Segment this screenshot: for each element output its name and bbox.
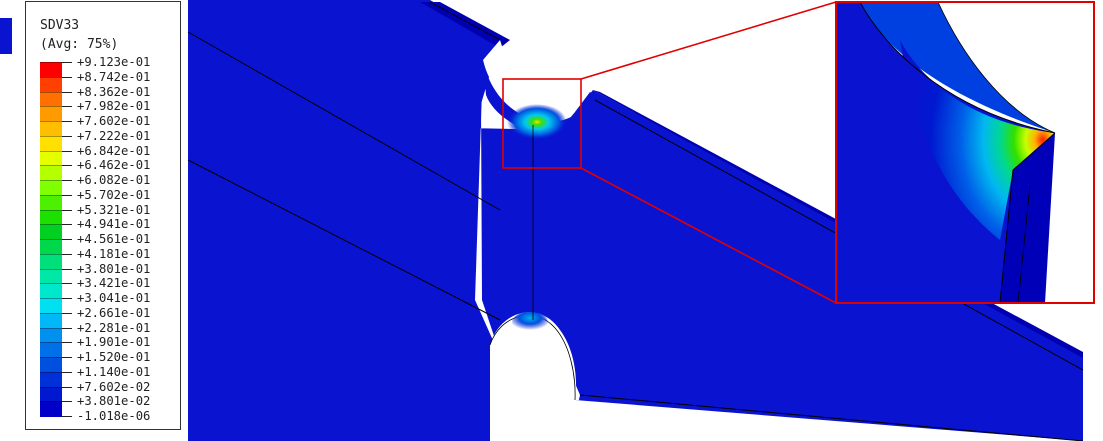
legend-tick-label: +3.801e-02 xyxy=(77,394,151,409)
legend-tick-label: +2.661e-01 xyxy=(77,305,151,320)
zoom-connector-top xyxy=(580,1,837,80)
legend-swatch xyxy=(40,386,62,402)
legend-swatch xyxy=(40,135,62,151)
legend-swatch xyxy=(40,327,62,343)
legend-swatch xyxy=(40,150,62,166)
legend-tick xyxy=(62,62,72,63)
legend-tick xyxy=(62,342,72,344)
specimen-edge-line-2 xyxy=(187,159,501,321)
legend-tick xyxy=(62,327,72,329)
legend-tick xyxy=(62,268,72,270)
legend-tick-label: +7.602e-01 xyxy=(77,114,151,128)
legend-swatch xyxy=(40,224,62,240)
legend-tick xyxy=(62,357,72,358)
legend-swatch xyxy=(40,76,62,92)
legend-tick-label: +6.842e-01 xyxy=(77,143,151,158)
lower-notch xyxy=(490,312,1083,441)
legend-tick xyxy=(62,76,72,78)
specimen-body xyxy=(188,0,1083,441)
legend-tick-label: +1.140e-01 xyxy=(77,364,151,379)
legend-swatch xyxy=(40,268,62,284)
legend-swatch xyxy=(40,209,62,225)
legend-tick xyxy=(62,121,72,122)
legend-tick xyxy=(62,165,72,167)
upper-notch xyxy=(483,40,582,119)
legend-tick-label: +7.222e-01 xyxy=(77,128,151,143)
legend-swatch xyxy=(40,180,62,196)
legend-tick xyxy=(62,312,72,314)
zoom-source-frame xyxy=(502,78,582,169)
legend-tick xyxy=(62,371,72,373)
legend-swatch xyxy=(40,239,62,255)
specimen-side-strip xyxy=(420,2,510,48)
contour-legend: SDV33 (Avg: 75%) +9.123e-01 +8.742e-01 +8.… xyxy=(25,1,181,430)
legend-swatch xyxy=(40,298,62,314)
legend-swatch xyxy=(40,357,62,373)
legend-color-bar xyxy=(40,62,62,417)
legend-swatch xyxy=(40,106,62,122)
legend-swatch xyxy=(40,121,62,137)
legend-tick xyxy=(62,106,72,108)
legend-swatch xyxy=(40,371,62,387)
legend-averaging: (Avg: 75%) xyxy=(40,37,119,52)
specimen-top-edge xyxy=(429,1,501,41)
legend-tick xyxy=(62,224,72,226)
legend-tick-label: +6.082e-01 xyxy=(77,173,151,187)
legend-tick-label: +3.041e-01 xyxy=(77,291,151,305)
legend-tick xyxy=(62,401,72,403)
legend-tick xyxy=(62,180,72,181)
legend-tick-label: +1.901e-01 xyxy=(77,335,151,350)
legend-swatch xyxy=(40,253,62,269)
legend-tick-label: +7.982e-01 xyxy=(77,99,151,114)
legend-tick-label: +4.941e-01 xyxy=(77,217,151,232)
legend-tick-label: +1.520e-01 xyxy=(77,350,151,364)
zoom-inset xyxy=(836,3,1094,303)
specimen-edge-line-4 xyxy=(579,394,1084,441)
legend-swatch xyxy=(40,165,62,181)
legend-swatch xyxy=(40,401,62,417)
legend-tick-label: +5.702e-01 xyxy=(77,187,151,202)
lower-notch-hotspot xyxy=(512,312,548,332)
legend-tick-label: +5.321e-01 xyxy=(77,202,151,217)
legend-tick xyxy=(62,283,72,285)
lower-notch-edge xyxy=(489,315,576,401)
specimen-right-face xyxy=(505,90,1083,441)
legend-tick xyxy=(62,253,72,255)
legend-swatch xyxy=(40,312,62,328)
legend-tick xyxy=(62,416,72,417)
legend-tick xyxy=(62,135,72,137)
legend-tick-label: -1.018e-06 xyxy=(77,409,151,423)
zoom-connector-bottom xyxy=(580,167,837,304)
legend-tick xyxy=(62,150,72,152)
legend-tick-label: +4.561e-01 xyxy=(77,232,151,246)
legend-swatch xyxy=(40,342,62,358)
legend-tick xyxy=(62,91,72,93)
legend-tick-label: +3.421e-01 xyxy=(77,276,151,291)
legend-tick xyxy=(62,386,72,388)
legend-tick-label: +6.462e-01 xyxy=(77,158,151,173)
triad-fragment xyxy=(0,18,12,54)
legend-variable-name: SDV33 xyxy=(40,18,80,33)
legend-tick-label: +8.742e-01 xyxy=(77,69,151,84)
upper-notch-hotspot xyxy=(507,104,567,140)
legend-tick-label: +8.362e-01 xyxy=(77,84,151,99)
legend-tick-label: +7.602e-02 xyxy=(77,379,151,394)
legend-tick-label: +9.123e-01 xyxy=(77,55,151,69)
legend-swatch xyxy=(40,283,62,299)
legend-tick xyxy=(62,239,72,240)
legend-swatch xyxy=(40,91,62,107)
legend-tick xyxy=(62,194,72,196)
legend-swatch xyxy=(40,62,62,78)
zoom-inset-frame xyxy=(835,1,1095,304)
legend-tick-label: +2.281e-01 xyxy=(77,320,151,335)
legend-tick xyxy=(62,298,72,299)
specimen-edge-lines xyxy=(187,31,501,211)
upper-notch-face xyxy=(483,60,575,134)
legend-tick-label: +4.181e-01 xyxy=(77,246,151,261)
legend-tick-label: +3.801e-01 xyxy=(77,261,151,276)
legend-tick xyxy=(62,209,72,211)
legend-swatch xyxy=(40,194,62,210)
